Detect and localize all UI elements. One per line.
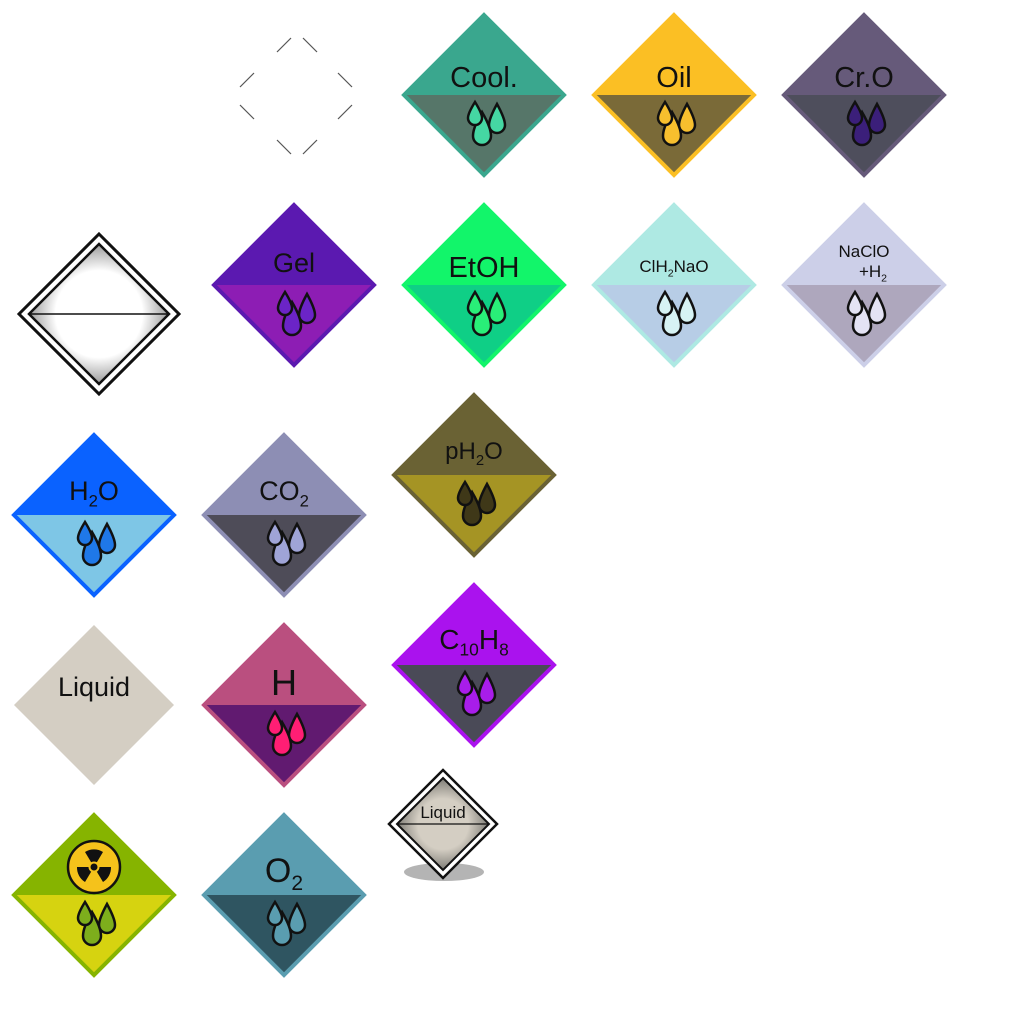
liquid-small-icon[interactable]: Liquid bbox=[387, 768, 501, 892]
empty-slot-outline bbox=[214, 14, 378, 178]
water-liquid-icon[interactable]: H2O bbox=[11, 432, 177, 598]
ph2o-drops-icon bbox=[456, 479, 497, 527]
co2-drops-icon bbox=[266, 519, 307, 567]
co2-liquid-icon[interactable]: CO2 bbox=[201, 432, 367, 598]
cro-liquid-icon[interactable]: Cr.O bbox=[781, 12, 947, 178]
saline-drops-icon bbox=[656, 289, 697, 337]
etoh-liquid-icon[interactable]: EtOH bbox=[401, 202, 567, 368]
naclo-drops-icon bbox=[846, 289, 887, 337]
oil-liquid-icon[interactable]: Oil bbox=[591, 12, 757, 178]
coolant-liquid-icon[interactable]: Cool. bbox=[401, 12, 567, 178]
oil-drops-icon bbox=[656, 99, 697, 147]
liquid-generic-icon[interactable]: Liquid bbox=[12, 624, 176, 788]
etoh-drops-icon bbox=[466, 289, 507, 337]
blank-template-icon[interactable] bbox=[16, 231, 182, 397]
oxygen-drops-icon bbox=[266, 899, 307, 947]
gel-liquid-icon[interactable]: Gel bbox=[211, 202, 377, 368]
naclo-liquid-icon[interactable]: NaClO +H2 bbox=[781, 202, 947, 368]
coolant-top bbox=[404, 15, 564, 95]
radiation-symbol-icon bbox=[66, 839, 122, 895]
oxygen-liquid-icon[interactable]: O2 bbox=[201, 812, 367, 978]
saline-liquid-icon[interactable]: ClH2NaO bbox=[591, 202, 757, 368]
hydrogen-liquid-icon[interactable]: H bbox=[201, 622, 367, 788]
naphthalene-drops-icon bbox=[456, 669, 497, 717]
hydrogen-drops-icon bbox=[266, 709, 307, 757]
coolant-drops-icon bbox=[466, 99, 507, 147]
naphthalene-liquid-icon[interactable]: C10H8 bbox=[391, 582, 557, 748]
gel-drops-icon bbox=[276, 289, 317, 337]
cro-drops-icon bbox=[846, 99, 887, 147]
ph2o-liquid-icon[interactable]: pH2O bbox=[391, 392, 557, 558]
radioactive-liquid-icon[interactable] bbox=[11, 812, 177, 978]
radioactive-drops-icon bbox=[76, 899, 117, 947]
water-drops-icon bbox=[76, 519, 117, 567]
